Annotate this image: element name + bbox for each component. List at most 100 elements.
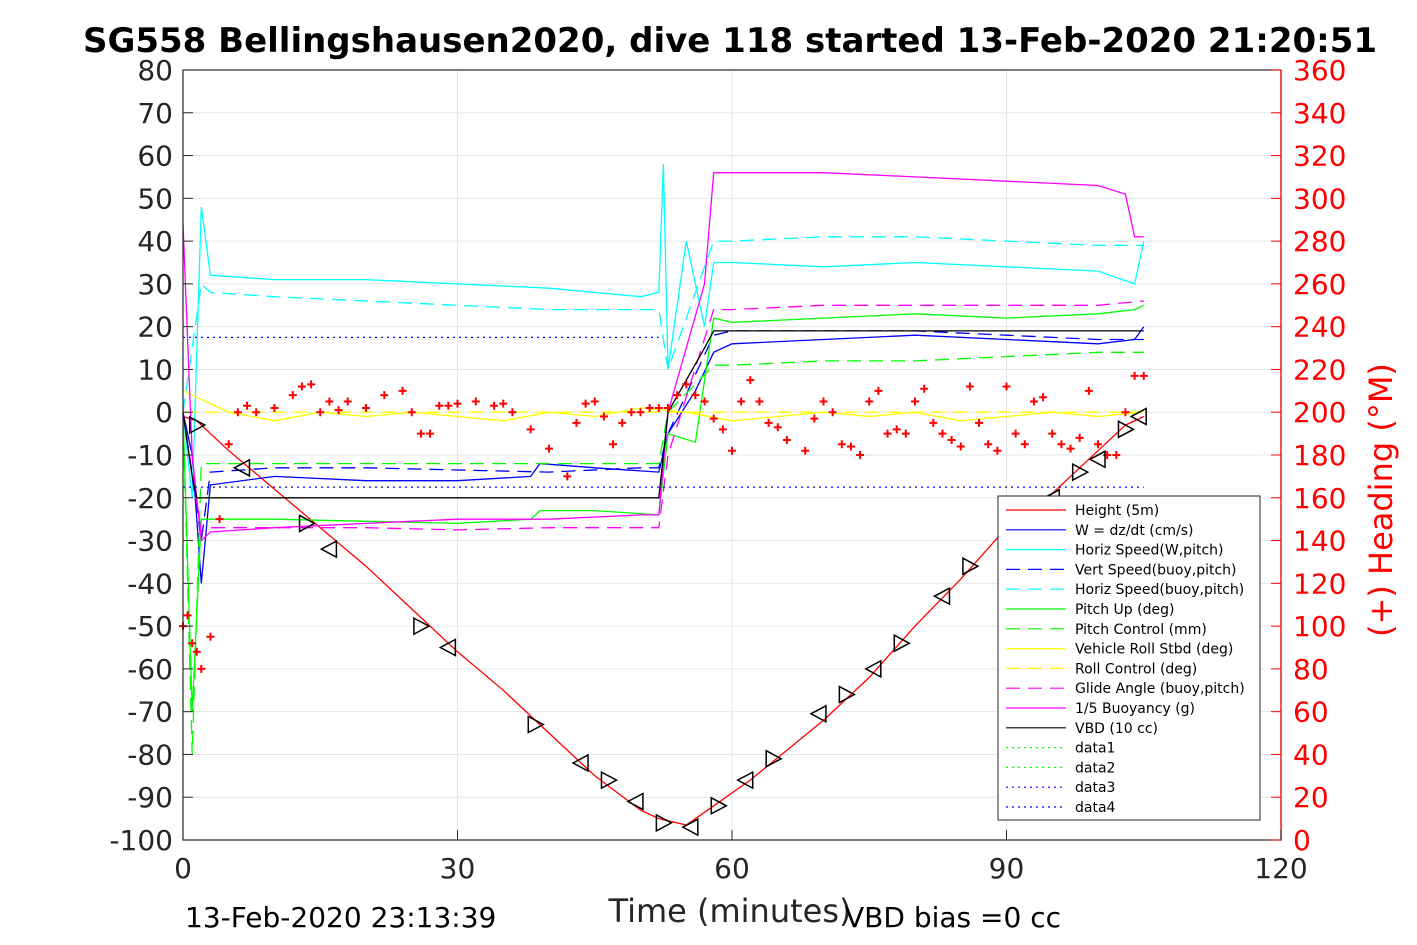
heading-point	[709, 414, 718, 423]
heading-point	[810, 414, 819, 423]
heading-point	[1094, 440, 1102, 449]
legend-entry: data3	[1075, 780, 1115, 796]
y-tick-label: 40	[137, 225, 173, 258]
waypoint-marker	[1129, 407, 1147, 426]
y-tick-label: -10	[127, 439, 173, 472]
heading-point	[233, 408, 242, 417]
series-line-2	[182, 164, 1145, 498]
series-line-6	[182, 351, 1144, 755]
heading-series-layer	[179, 371, 1148, 673]
heading-point	[636, 408, 645, 417]
heading-point	[197, 664, 206, 673]
waypoint-marker	[809, 704, 827, 724]
y-axis-right: 0 20 40 60 80 100 120 140 160 180 200 220 240 260 280 3…	[1271, 54, 1346, 857]
y-right-tick-label: 20	[1293, 781, 1329, 814]
heading-point	[1029, 397, 1038, 406]
x-axis: 0 30 60 90 120	[174, 830, 1308, 885]
heading-point	[1121, 408, 1130, 417]
y-tick-label: -90	[127, 781, 173, 814]
legend-entry: Horiz Speed(buoy,pitch)	[1075, 582, 1244, 598]
heading-point	[243, 401, 252, 410]
x-tick-label: 0	[174, 852, 192, 885]
heading-point	[1066, 444, 1075, 453]
legend-entry: 1/5 Buoyancy (g)	[1075, 701, 1195, 717]
legend-entry: Glide Angle (buoy,pitch)	[1075, 681, 1245, 697]
heading-point	[856, 451, 865, 459]
legend-entry: Roll Control (deg)	[1075, 661, 1197, 677]
heading-point	[416, 429, 425, 438]
heading-point	[865, 397, 874, 406]
y-right-tick-label: 280	[1293, 225, 1346, 258]
heading-point	[975, 418, 984, 427]
heading-point	[334, 406, 343, 415]
heading-point	[691, 391, 700, 400]
heading-point	[444, 401, 453, 410]
waypoint-marker	[319, 539, 338, 559]
y-tick-label: -50	[127, 610, 173, 643]
series-line-1	[182, 326, 1145, 584]
heading-point	[883, 429, 892, 438]
heading-point	[627, 408, 636, 417]
series-line-11	[182, 330, 1144, 499]
series-line-4	[182, 236, 1144, 413]
heading-point	[911, 397, 919, 406]
heading-point	[572, 418, 581, 427]
heading-point	[682, 380, 691, 389]
heading-point	[252, 408, 261, 417]
y-right-tick-label: 260	[1293, 268, 1346, 301]
y-right-tick-label: 180	[1293, 439, 1346, 472]
heading-point	[1112, 451, 1121, 459]
heading-point	[407, 408, 416, 417]
heading-point	[499, 399, 508, 408]
heading-point	[938, 429, 947, 438]
y-tick-label: -70	[127, 696, 173, 729]
waypoint-marker	[893, 633, 911, 653]
y-right-tick-label: 160	[1293, 482, 1346, 515]
heading-point	[343, 397, 352, 406]
heading-point	[718, 425, 727, 434]
heading-point	[737, 397, 746, 406]
x-tick-label: 30	[440, 852, 476, 885]
legend-entry: data2	[1075, 760, 1115, 776]
waypoint-marker	[932, 586, 951, 606]
y-tick-label: -60	[127, 653, 173, 686]
y-tick-label: 10	[137, 353, 173, 386]
legend-entry: Vehicle Roll Stbd (deg)	[1075, 642, 1233, 658]
waypoint-marker	[765, 749, 783, 768]
waypoint-marker	[298, 514, 317, 533]
heading-point	[453, 399, 462, 408]
heading-point	[183, 611, 192, 620]
waypoint-marker	[962, 556, 980, 576]
y-right-tick-label: 140	[1293, 525, 1346, 558]
heading-point	[892, 425, 901, 434]
heading-point	[215, 515, 224, 524]
heading-point	[526, 425, 535, 434]
heading-point	[206, 632, 215, 641]
y-right-tick-label: 360	[1293, 54, 1346, 87]
legend-entry: Height (5m)	[1075, 503, 1159, 519]
heading-point	[192, 647, 201, 656]
series-line-3	[182, 330, 1144, 541]
chart-title: SG558 Bellingshausen2020, dive 118 start…	[83, 21, 1377, 61]
heading-point	[609, 440, 618, 449]
heading-point	[545, 444, 553, 453]
heading-point	[746, 376, 755, 385]
y-right-tick-label: 240	[1293, 311, 1346, 344]
legend-entry: data4	[1075, 800, 1116, 816]
heading-point	[764, 418, 773, 427]
heading-point	[1011, 429, 1020, 438]
waypoint-marker	[413, 616, 431, 636]
waypoint-marker	[571, 753, 589, 773]
y-tick-label: 70	[137, 97, 173, 130]
waypoint-marker	[232, 458, 251, 478]
heading-point	[224, 440, 233, 449]
heading-point	[819, 397, 828, 406]
waypoint-marker	[626, 792, 644, 811]
legend-entry: data1	[1075, 741, 1115, 757]
y-tick-label: 50	[137, 182, 173, 215]
heading-point	[828, 408, 837, 417]
heading-point	[435, 401, 444, 410]
legend: Height (5m) W = dz/dt (cm/s) Horiz Speed(W…	[997, 495, 1261, 821]
waypoint-marker	[1117, 420, 1136, 439]
y-right-tick-label: 100	[1293, 610, 1346, 643]
